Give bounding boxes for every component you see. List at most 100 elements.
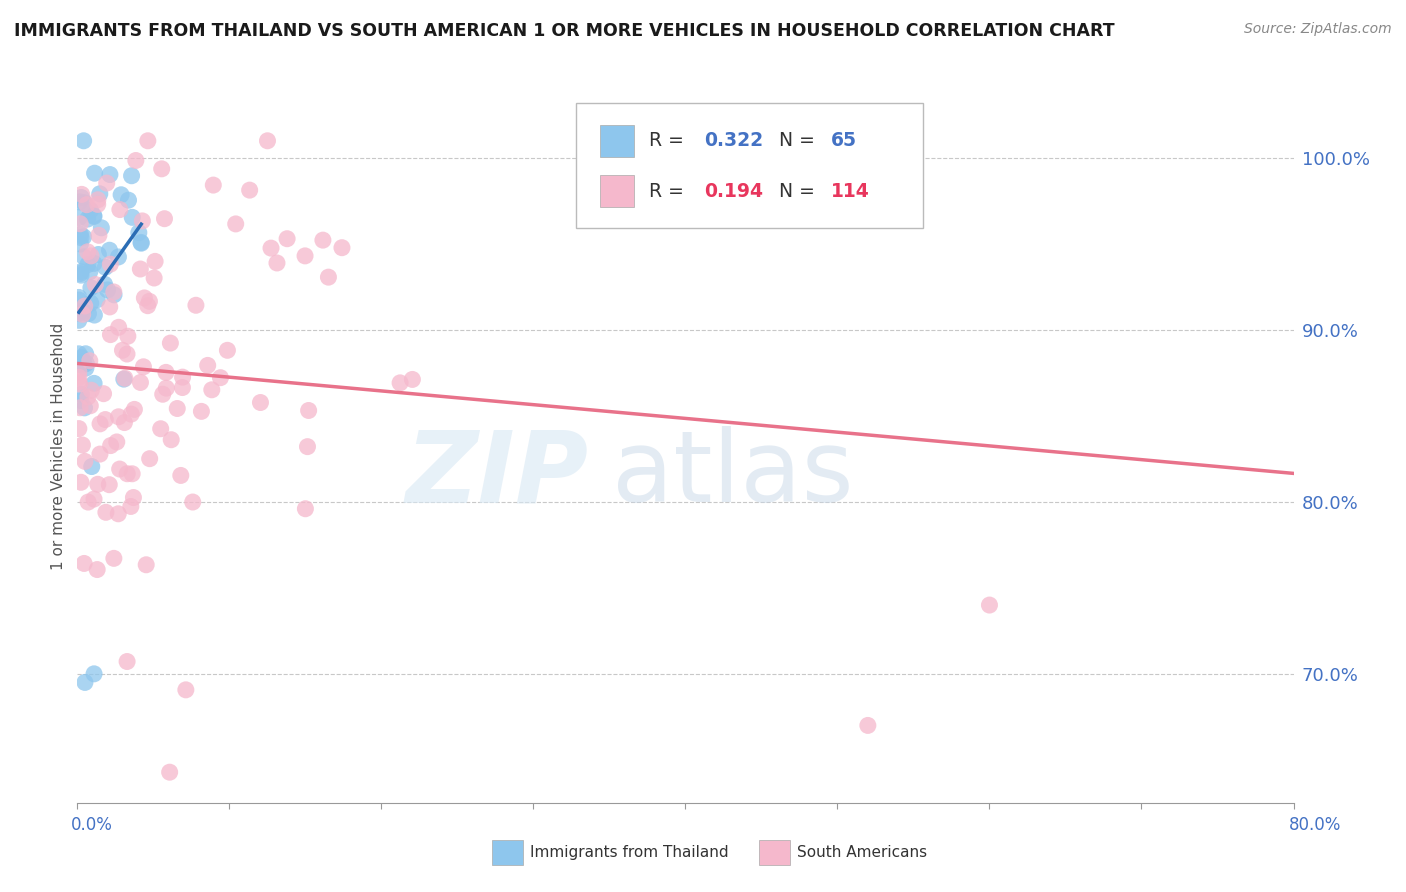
Point (90, 220, 112, 235)
Point (93, 277, 115, 292)
Point (330, 241, 353, 255)
Point (298, 403, 321, 417)
Point (143, 271, 166, 285)
Point (276, 232, 298, 246)
Point (75, 347, 97, 361)
Point (96, 176, 118, 190)
Point (117, 193, 139, 207)
Point (89, 417, 111, 431)
Point (121, 211, 143, 225)
Point (72, 230, 94, 244)
Point (73, 195, 96, 210)
Point (83, 256, 105, 270)
Point (77, 307, 100, 321)
Point (117, 329, 139, 343)
Point (266, 256, 288, 270)
Point (69, 237, 91, 252)
Point (190, 404, 212, 418)
Point (153, 211, 176, 226)
Point (70, 351, 93, 365)
Point (115, 467, 138, 481)
Text: South Americans: South Americans (797, 846, 928, 860)
Point (83, 166, 105, 180)
Point (134, 291, 156, 305)
Point (73, 401, 96, 415)
Point (67, 306, 90, 320)
Bar (600, 125, 634, 157)
Point (70, 187, 93, 202)
Point (160, 433, 183, 447)
Bar (600, 175, 634, 207)
Point (89, 186, 111, 201)
Point (69, 227, 91, 242)
Point (297, 440, 319, 454)
Point (79, 203, 101, 218)
Point (72, 355, 94, 369)
Point (75, 361, 97, 376)
Point (128, 226, 150, 240)
Point (103, 287, 125, 301)
Point (155, 365, 177, 379)
Point (217, 343, 239, 358)
Point (318, 270, 340, 285)
Point (129, 262, 152, 277)
Point (121, 169, 143, 183)
Point (159, 336, 181, 351)
Point (67, 290, 90, 304)
Point (75, 357, 97, 371)
Point (129, 235, 152, 250)
Point (80, 459, 103, 474)
Point (170, 468, 193, 483)
FancyBboxPatch shape (576, 103, 922, 228)
Point (132, 359, 155, 374)
Point (67, 293, 90, 307)
Point (98, 300, 121, 314)
Point (136, 134, 159, 148)
Point (100, 439, 122, 453)
Point (72, 438, 94, 452)
Point (80, 281, 103, 295)
Point (107, 250, 129, 264)
Point (79, 265, 101, 279)
Point (67, 211, 90, 225)
Text: R =: R = (650, 131, 690, 150)
Point (152, 387, 174, 401)
Point (69, 377, 91, 392)
Point (174, 682, 197, 697)
Point (72, 307, 94, 321)
Point (80, 383, 103, 397)
Point (73, 357, 96, 371)
Point (80, 296, 103, 310)
Point (856, 718, 879, 732)
Point (67, 313, 90, 327)
Point (70, 268, 93, 282)
Text: N =: N = (779, 131, 821, 150)
Point (84, 277, 107, 292)
Point (70, 230, 93, 244)
Point (76, 197, 98, 211)
Point (105, 434, 128, 449)
Point (389, 376, 412, 390)
Point (77, 390, 100, 404)
Point (76, 244, 98, 259)
Point (143, 254, 166, 268)
Point (107, 320, 129, 334)
Text: 114: 114 (831, 182, 870, 201)
Point (87, 193, 110, 207)
Point (120, 500, 142, 514)
Point (94, 260, 117, 275)
Point (67, 357, 90, 371)
Point (239, 183, 262, 197)
Point (79, 353, 101, 368)
Point (979, 598, 1001, 612)
Point (72, 134, 94, 148)
Point (209, 370, 232, 384)
Point (166, 401, 188, 416)
Point (93, 386, 115, 401)
Point (70, 387, 93, 401)
Point (87, 228, 110, 243)
Point (73, 557, 96, 571)
Text: R =: R = (650, 182, 690, 201)
Point (69, 267, 91, 281)
Point (77, 258, 100, 272)
